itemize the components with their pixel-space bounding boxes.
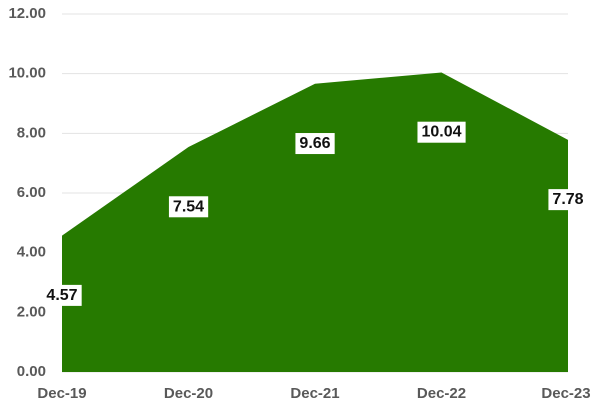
value-label-text: 10.04 (421, 124, 461, 141)
y-tick-label: 0.00 (17, 363, 46, 380)
value-label-text: 7.54 (173, 198, 204, 215)
y-tick-label: 4.00 (17, 244, 46, 261)
value-label: 9.66 (295, 133, 335, 155)
value-label-box (168, 196, 209, 218)
value-label-box (548, 189, 588, 211)
value-label-text: 4.57 (46, 287, 77, 304)
y-tick-label: 8.00 (17, 124, 46, 141)
value-label-text: 7.78 (552, 191, 583, 208)
value-label-box (42, 284, 82, 306)
value-label: 10.04 (417, 121, 466, 143)
x-tick-label: Dec-19 (37, 385, 86, 402)
area (62, 72, 568, 373)
x-tick-label: Dec-21 (290, 385, 339, 402)
value-label: 4.57 (42, 284, 82, 306)
x-tick-label: Dec-22 (417, 385, 466, 402)
y-tick-label: 10.00 (8, 65, 46, 82)
value-label: 7.78 (548, 189, 588, 211)
value-label-box (417, 121, 466, 143)
y-tick-label: 6.00 (17, 184, 46, 201)
x-tick-label: Dec-23 (541, 385, 590, 402)
y-tick-label: 2.00 (17, 303, 46, 320)
value-label-text: 9.66 (299, 135, 330, 152)
y-tick-label: 12.00 (8, 5, 46, 22)
x-tick-label: Dec-20 (164, 385, 213, 402)
value-label: 7.54 (168, 196, 209, 218)
value-label-box (295, 133, 335, 155)
